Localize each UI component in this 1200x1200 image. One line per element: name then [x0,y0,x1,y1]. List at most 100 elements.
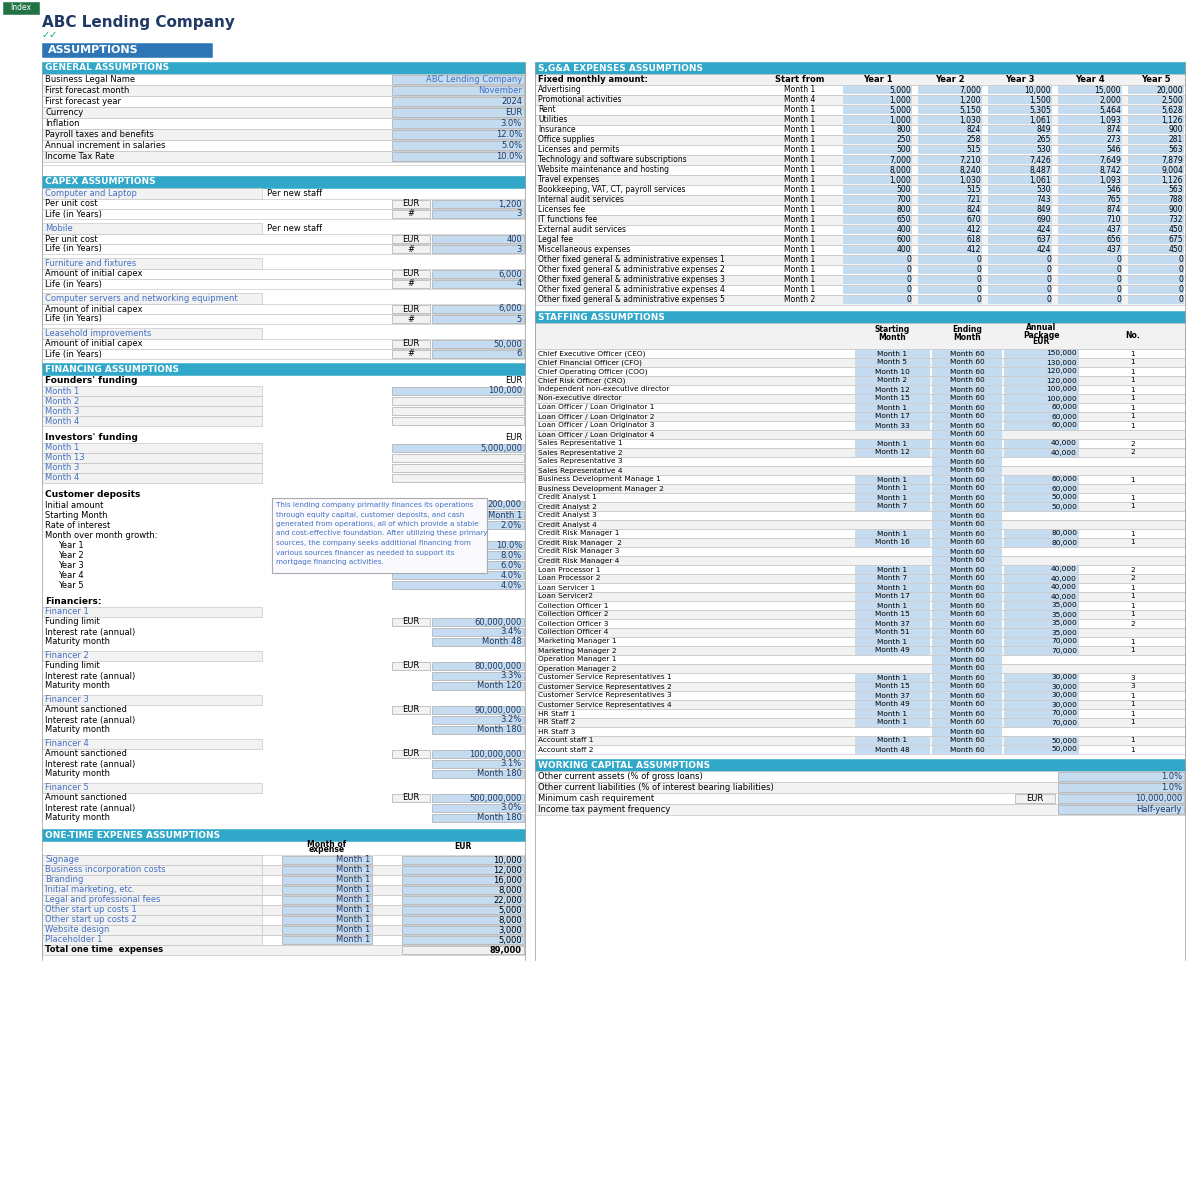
Bar [1004,367,1079,376]
Bar [854,349,930,358]
Text: Interest rate (annual): Interest rate (annual) [46,760,136,768]
Text: Month 60: Month 60 [949,612,984,618]
Text: 3.1%: 3.1% [500,760,522,768]
Bar [932,367,1002,376]
Text: Other fixed general & administrative expenses 2: Other fixed general & administrative exp… [538,265,725,275]
Bar [854,539,930,546]
Text: 70,000: 70,000 [1051,638,1078,644]
Bar [1058,146,1122,154]
Text: Investors' funding: Investors' funding [46,433,138,442]
Text: Month 7: Month 7 [877,504,907,510]
Text: Month 1: Month 1 [785,276,816,284]
Text: 765: 765 [1106,196,1121,204]
Bar [42,293,262,304]
Text: 50,000: 50,000 [1051,738,1078,744]
Text: Half-yearly: Half-yearly [1136,805,1182,814]
Bar [42,258,262,269]
Bar [932,673,1002,682]
Text: Month 12: Month 12 [875,450,910,456]
Bar [42,62,526,74]
Text: 515: 515 [966,186,982,194]
Bar [1128,266,1184,274]
Text: 0: 0 [1178,276,1183,284]
Bar [932,385,1002,394]
Bar [535,736,1186,745]
Text: Month 60: Month 60 [949,620,984,626]
Bar [535,646,1186,655]
Text: Maturity month: Maturity month [46,682,110,690]
Bar [535,691,1186,700]
Text: 1: 1 [1130,594,1135,600]
Text: Month 17: Month 17 [875,594,910,600]
Bar [535,493,1186,502]
Text: Loan Processor 2: Loan Processor 2 [538,576,600,582]
Bar [1058,226,1122,234]
Text: Other fixed general & administrative expenses 3: Other fixed general & administrative exp… [538,276,725,284]
Text: Month 1: Month 1 [877,476,907,482]
Bar [392,511,524,518]
Bar [432,716,524,724]
Text: ONE-TIME EXPENES ASSUMPTIONS: ONE-TIME EXPENES ASSUMPTIONS [46,830,220,840]
Text: Licenses fee: Licenses fee [538,205,586,215]
Bar [535,610,1186,619]
Text: Income tax payment frequency: Income tax payment frequency [538,805,671,814]
Text: 1: 1 [1130,692,1135,698]
Text: Month 1: Month 1 [336,936,370,944]
Text: 6: 6 [517,349,522,359]
Text: Business Development Manage 1: Business Development Manage 1 [538,476,661,482]
Text: WORKING CAPITAL ASSUMPTIONS: WORKING CAPITAL ASSUMPTIONS [538,761,710,769]
Text: 656: 656 [1106,235,1121,245]
Text: Month 1: Month 1 [785,246,816,254]
Bar [854,719,930,726]
Text: Chief Risk Officer (CRO): Chief Risk Officer (CRO) [538,377,625,384]
Text: 100,000,000: 100,000,000 [469,750,522,758]
Bar [392,750,430,758]
Text: Month 1: Month 1 [487,510,522,520]
Bar [932,349,1002,358]
Text: Credit Risk Manager  2: Credit Risk Manager 2 [538,540,622,546]
Text: 670: 670 [966,216,982,224]
Text: 0: 0 [1116,265,1121,275]
Text: 8.0%: 8.0% [500,551,522,559]
Text: Month 60: Month 60 [949,368,984,374]
Text: Month 1: Month 1 [785,126,816,134]
Bar [932,503,1002,510]
Bar [988,166,1052,174]
Bar [854,647,930,654]
Text: Month 13: Month 13 [46,454,85,462]
Bar [535,592,1186,601]
Text: Sales Representative 2: Sales Representative 2 [538,450,623,456]
Text: Month 4: Month 4 [46,416,79,426]
Text: 1,200: 1,200 [959,96,982,104]
Text: 500: 500 [896,186,911,194]
Bar [854,701,930,708]
Text: Independent non-executive director: Independent non-executive director [538,386,670,392]
Text: STAFFING ASSUMPTIONS: STAFFING ASSUMPTIONS [538,312,665,322]
Bar [535,637,1186,646]
Bar [854,629,930,636]
Bar [535,502,1186,511]
Text: This lending company primarily finances its operations: This lending company primarily finances … [276,502,473,508]
Text: 0: 0 [976,256,982,264]
Text: Branding: Branding [46,876,83,884]
Text: Credit Risk Manager 4: Credit Risk Manager 4 [538,558,619,564]
Bar [392,280,430,288]
Bar [1004,349,1079,358]
Text: Month 17: Month 17 [875,414,910,420]
Text: 800: 800 [896,205,911,215]
Bar [854,593,930,600]
Text: Month 60: Month 60 [949,576,984,582]
Bar [432,662,524,670]
Text: Month 1: Month 1 [785,235,816,245]
Bar [1128,216,1184,224]
Bar [402,916,524,924]
Text: Marketing Manager 2: Marketing Manager 2 [538,648,617,654]
Text: 1: 1 [1130,584,1135,590]
Bar [988,296,1052,304]
Bar [988,146,1052,154]
Bar [432,350,524,358]
Bar [854,529,930,538]
Bar [932,359,1002,366]
Text: Non-executive director: Non-executive director [538,396,622,402]
Bar [854,601,930,610]
